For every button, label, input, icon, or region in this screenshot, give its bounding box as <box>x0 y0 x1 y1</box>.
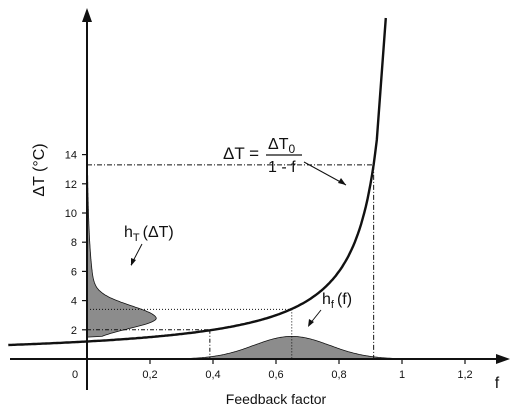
hf-density-area <box>181 336 409 360</box>
hf-label-arg: (f) <box>337 291 352 308</box>
x-tick-label: 0,2 <box>142 369 157 381</box>
equation-pointer-head <box>338 178 346 185</box>
hf-annotation: hf (f) <box>308 291 352 327</box>
equation-annotation: ΔT = ΔT0 1 - f <box>223 136 347 186</box>
y-tick-label: 12 <box>65 179 77 191</box>
feedback-curve <box>8 17 387 347</box>
x-axis-short-label: f <box>495 375 500 392</box>
hf-label: hf (f) <box>322 291 352 311</box>
hT-label-arg: (ΔT) <box>143 224 174 241</box>
x-tick-label: 1 <box>399 369 405 381</box>
y-axis-arrow <box>82 8 92 22</box>
origin-label: 0 <box>72 369 78 381</box>
equation-numerator-sub: 0 <box>288 142 295 156</box>
x-axis-arrow <box>496 354 510 364</box>
hf-label-sub: f <box>331 299 335 311</box>
x-tick-label: 0,4 <box>205 369 220 381</box>
y-tick-label: 2 <box>71 325 77 337</box>
hT-pointer-head <box>131 258 136 266</box>
y-tick-label: 6 <box>71 266 77 278</box>
x-tick-label: 0,8 <box>331 369 346 381</box>
x-tick-label: 0,6 <box>268 369 283 381</box>
y-tick-label: 8 <box>71 237 77 249</box>
y-tick-label: 10 <box>65 208 77 220</box>
y-tick-label: 4 <box>71 296 77 308</box>
equation-pointer <box>303 161 347 186</box>
hT-label-sub: T <box>133 232 140 244</box>
axes <box>10 8 510 390</box>
hT-label: hT (ΔT) <box>124 224 174 244</box>
hf-density <box>181 336 409 360</box>
hf-pointer-head <box>308 319 314 327</box>
y-axis-label: ΔT (°C) <box>31 143 48 196</box>
x-axis-label: Feedback factor <box>226 391 327 407</box>
ticks: 0,2 0,4 0,6 0,8 1 1,2 2 4 6 8 10 12 14 <box>65 150 473 381</box>
y-tick-label: 14 <box>65 150 77 162</box>
hT-label-main: h <box>124 224 133 241</box>
equation-denominator: 1 - f <box>268 159 296 176</box>
equation-lhs: ΔT = <box>223 144 259 163</box>
guide-lines <box>87 164 375 359</box>
x-tick-label: 1,2 <box>457 369 472 381</box>
hf-label-main: h <box>322 291 331 308</box>
equation-numerator: ΔT0 <box>268 136 295 156</box>
hT-annotation: hT (ΔT) <box>124 224 174 266</box>
equation-numerator-main: ΔT <box>268 136 289 153</box>
